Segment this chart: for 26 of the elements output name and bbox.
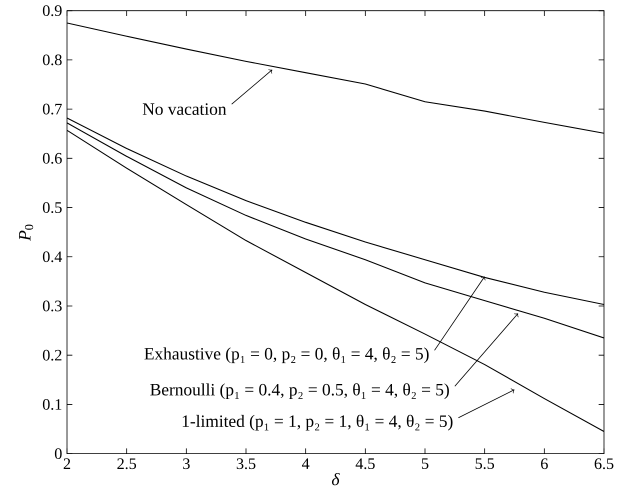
x-tick-label: 5.5 — [476, 458, 494, 470]
y-tick-label: 0.6 — [42, 152, 62, 164]
x-tick-label: 3 — [183, 458, 190, 470]
x-tick-label: 6.5 — [594, 458, 614, 470]
x-axis-title: δ — [332, 473, 340, 486]
y-tick-label: 0.5 — [42, 202, 62, 213]
y-axis-title: P$_{0}$ — [19, 224, 34, 241]
y-tick-label: 0.8 — [42, 54, 62, 66]
x-tick-label: 4 — [302, 458, 310, 469]
y-tick-label: 0.7 — [42, 104, 62, 115]
x-tick-label: 6 — [541, 458, 548, 470]
annotation: Exhaustive (p₁ = 0, p₂ = 0, θ₁ = 4, θ₂ = 5) — [144, 347, 429, 364]
y-tick-label: 0 — [54, 448, 62, 460]
annotation: Bernoulli (p₁ = 0.4, p₂ = 0.5, θ₁ = 4, θ₂ = 5) — [150, 383, 449, 400]
x-tick-label: 2 — [64, 458, 70, 469]
x-tick-label: 4.5 — [356, 458, 375, 470]
y-tick-label: 0.9 — [42, 5, 62, 16]
y-tick-label: 0.1 — [42, 398, 62, 410]
y-tick-label: 0.4 — [42, 251, 62, 262]
y-tick-label: 0.2 — [42, 350, 62, 361]
annotation: No vacation — [142, 103, 226, 115]
annotation: 1-limited (p₁ = 1, p₂ = 1, θ₁ = 4, θ₂ = 5) — [182, 414, 453, 431]
x-tick-label: 2.5 — [117, 458, 136, 470]
x-tick-label: 3.5 — [236, 458, 256, 470]
y-tick-label: 0.3 — [42, 300, 62, 312]
x-tick-label: 5 — [422, 458, 428, 469]
